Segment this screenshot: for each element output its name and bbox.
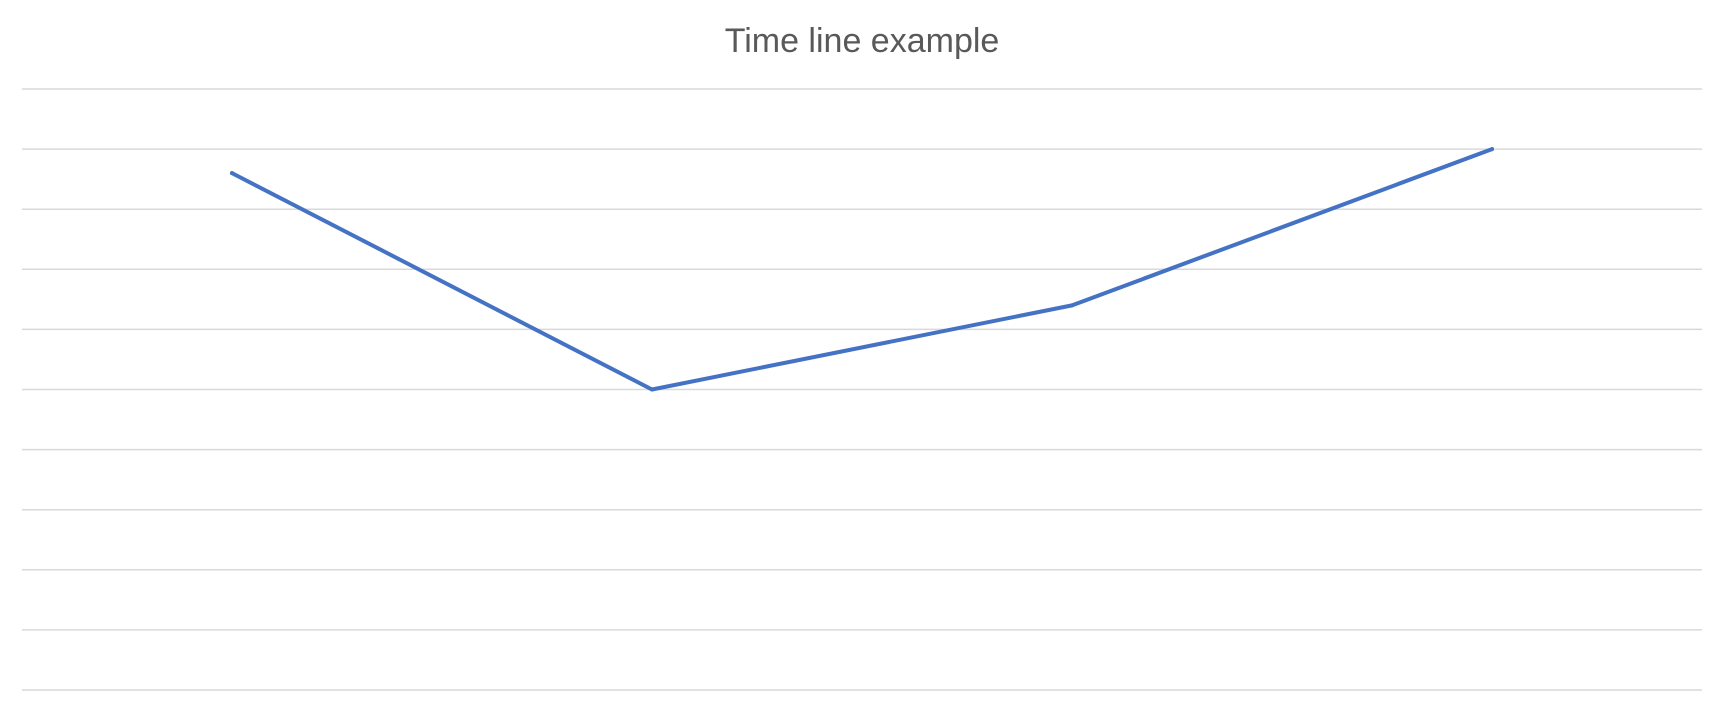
data-point-2 xyxy=(650,387,654,392)
data-point-3 xyxy=(1070,303,1074,308)
series-group xyxy=(230,147,1494,392)
gridlines xyxy=(22,88,1702,691)
data-point-4 xyxy=(1490,147,1494,152)
chart-title: Time line example xyxy=(724,22,1000,60)
series-line-1 xyxy=(230,147,1494,392)
data-point-1 xyxy=(230,171,234,176)
